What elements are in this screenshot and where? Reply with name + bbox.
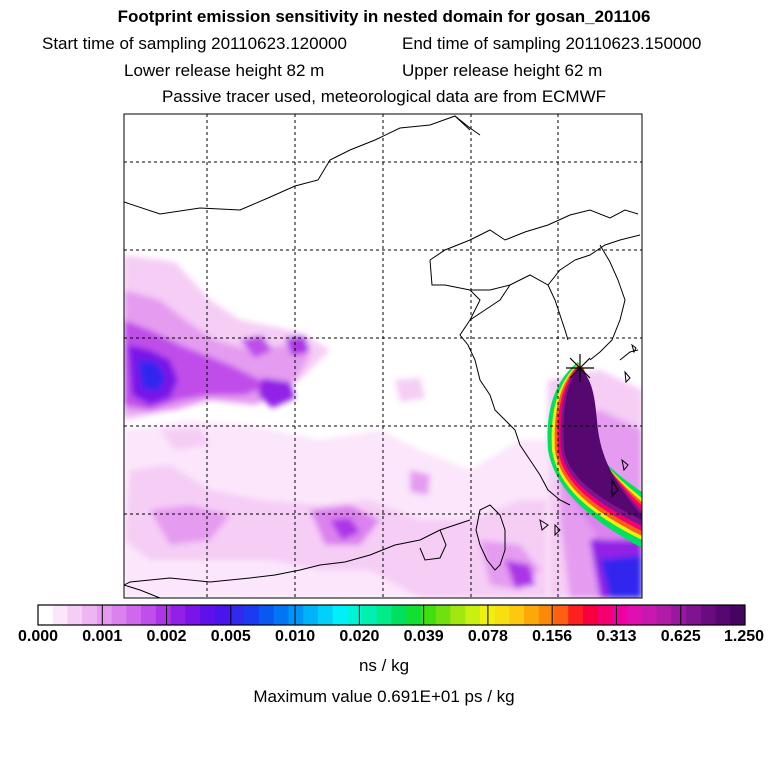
colorbar-tick-label: 0.000: [17, 628, 59, 645]
colorbar-swatch: [38, 605, 54, 625]
colorbar-swatch: [288, 605, 304, 625]
colorbar-swatch: [524, 605, 540, 625]
colorbar-swatch: [538, 605, 555, 625]
colorbar-swatch: [258, 605, 275, 625]
colorbar-swatch: [450, 605, 466, 625]
colorbar-swatch: [214, 605, 230, 625]
colorbar-swatch: [52, 605, 68, 625]
colorbar-swatch: [155, 605, 172, 625]
colorbar-swatch: [391, 605, 407, 625]
colorbar-swatch: [582, 605, 599, 625]
colorbar-swatch: [347, 605, 363, 625]
colorbar-swatch: [715, 605, 731, 625]
colorbar-swatch: [185, 605, 201, 625]
colorbar-swatch: [641, 605, 658, 625]
colorbar-swatch: [612, 605, 628, 625]
colorbar-swatch: [465, 605, 481, 625]
colorbar-frame: [37, 604, 746, 626]
colorbar-swatch: [553, 605, 569, 625]
southern-sensitivity-patch: [124, 378, 548, 598]
colorbar-units: ns / kg: [358, 656, 410, 675]
colorbar-swatch: [126, 605, 142, 625]
upper-release-label: Upper release height 62 m: [402, 61, 603, 80]
map-title: Footprint emission sensitivity in nested…: [117, 7, 651, 26]
colorbar-swatch: [597, 605, 613, 625]
colorbar-swatch: [730, 605, 746, 625]
map-frame: [123, 113, 643, 599]
colorbar-swatch: [273, 605, 289, 625]
colorbar-swatch: [420, 605, 437, 625]
colorbar-swatch: [568, 605, 584, 625]
graticule: [124, 114, 642, 598]
colorbar-tick-label: 0.001: [82, 628, 123, 645]
colorbar-tick-label: 0.078: [467, 628, 508, 645]
release-site-marker: [566, 354, 594, 382]
tracer-note: Passive tracer used, meteorological data…: [161, 87, 607, 106]
colorbar-swatch: [170, 605, 186, 625]
colorbar-swatch: [332, 605, 348, 625]
colorbar-swatch: [671, 605, 687, 625]
colorbar-swatch: [627, 605, 643, 625]
colorbar-swatch: [141, 605, 157, 625]
colorbar-tick-label: 0.020: [339, 628, 380, 645]
colorbar-swatch: [656, 605, 672, 625]
colorbar-swatch: [244, 605, 260, 625]
colorbar-swatch: [406, 605, 422, 625]
colorbar: [38, 605, 746, 625]
colorbar-swatch: [317, 605, 334, 625]
colorbar-swatch: [376, 605, 392, 625]
maximum-value-label: Maximum value 0.691E+01 ps / kg: [253, 687, 515, 706]
start-sampling-label: Start time of sampling 20110623.120000: [42, 34, 347, 53]
end-sampling-label: End time of sampling 20110623.150000: [402, 34, 702, 53]
colorbar-swatch: [303, 605, 319, 625]
colorbar-tick-label: 0.156: [532, 628, 573, 645]
colorbar-tick-label: 0.010: [275, 628, 316, 645]
colorbar-swatch: [229, 605, 245, 625]
coastline-borders: [124, 115, 641, 598]
colorbar-swatch: [686, 605, 702, 625]
colorbar-swatch: [494, 605, 510, 625]
colorbar-tick-label: 0.002: [146, 628, 187, 645]
colorbar-dividers: [101, 605, 682, 625]
colorbar-swatch: [435, 605, 451, 625]
colorbar-swatch: [362, 605, 378, 625]
colorbar-tick-label: 0.313: [596, 628, 637, 645]
colorbar-tick-label: 0.625: [660, 628, 701, 645]
colorbar-swatch: [67, 605, 83, 625]
colorbar-swatch: [96, 605, 113, 625]
colorbar-tick-label: 0.039: [403, 628, 444, 645]
colorbar-swatch: [200, 605, 216, 625]
colorbar-swatch: [111, 605, 127, 625]
release-plume: [547, 362, 642, 548]
colorbar-tick-label: 1.250: [723, 628, 765, 645]
lower-release-label: Lower release height 82 m: [124, 61, 325, 80]
colorbar-swatch: [700, 605, 717, 625]
colorbar-tick-label: 0.005: [210, 628, 251, 645]
colorbar-swatch: [509, 605, 525, 625]
colorbar-swatch: [82, 605, 98, 625]
